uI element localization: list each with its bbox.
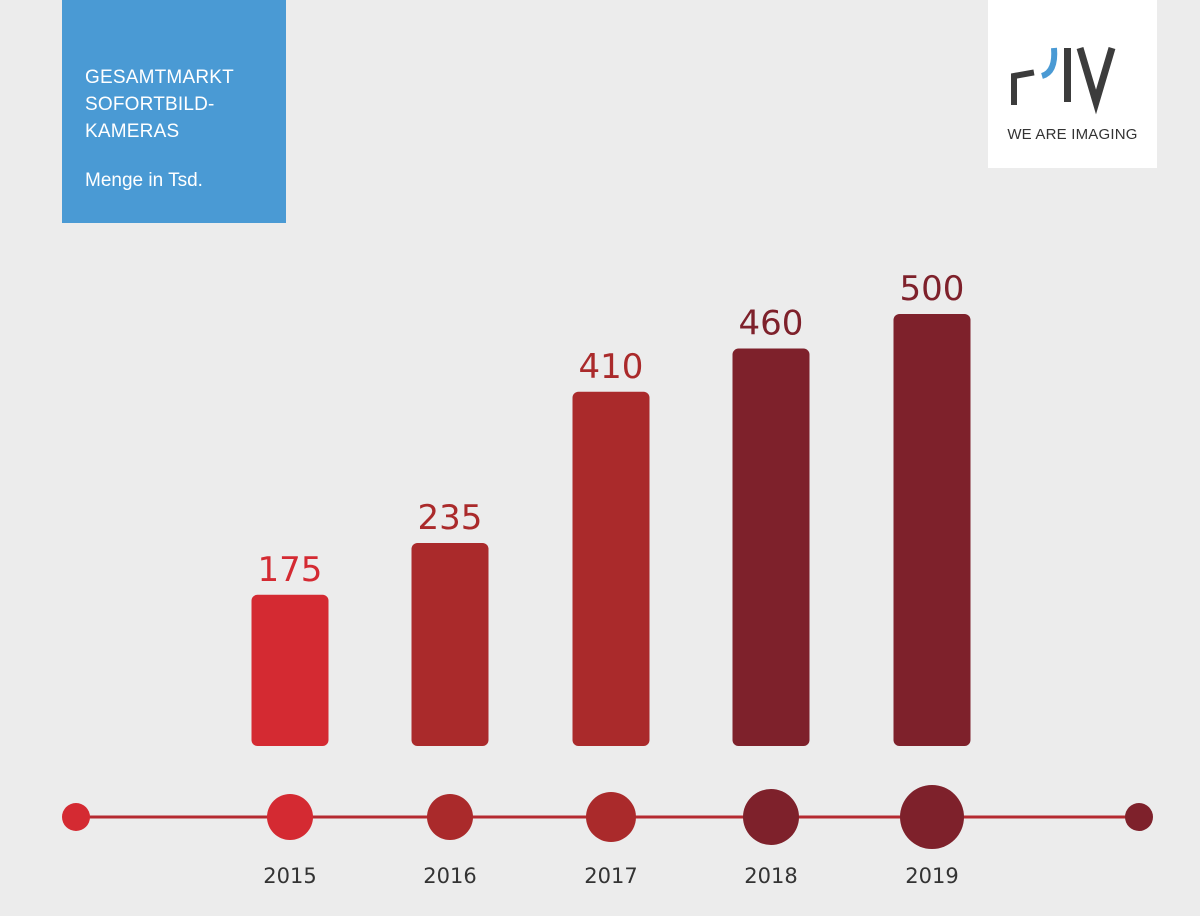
bar-2015 xyxy=(251,594,329,746)
bar-2016 xyxy=(411,542,489,746)
value-label-2018: 460 xyxy=(739,304,804,344)
timeline-start-dot xyxy=(62,803,90,831)
piv-logo-icon xyxy=(1011,47,1116,115)
value-label-2019: 500 xyxy=(900,269,965,309)
timeline-marker-2016 xyxy=(427,794,473,840)
year-label-2017: 2017 xyxy=(584,864,637,888)
timeline-end-dot xyxy=(1125,803,1153,831)
bar-2017 xyxy=(572,391,650,746)
chart-title-box: GESAMTMARKT SOFORTBILD- KAMERAS Menge in… xyxy=(62,0,286,223)
year-label-2015: 2015 xyxy=(263,864,316,888)
year-label-2018: 2018 xyxy=(744,864,797,888)
timeline-marker-2019 xyxy=(900,785,964,849)
chart-title: GESAMTMARKT SOFORTBILD- KAMERAS xyxy=(85,67,234,142)
value-label-2015: 175 xyxy=(258,550,323,590)
bar-2019 xyxy=(893,314,971,746)
logo-tagline: WE ARE IMAGING xyxy=(1007,126,1138,143)
value-label-2016: 235 xyxy=(418,498,483,538)
logo-box: WE ARE IMAGING xyxy=(988,0,1157,168)
timeline-marker-2018 xyxy=(743,789,799,845)
timeline-marker-2015 xyxy=(267,794,313,840)
value-labels: 175 235 410 460 500 xyxy=(258,269,965,590)
bars xyxy=(251,314,971,746)
chart-subtitle: Menge in Tsd. xyxy=(85,170,203,191)
value-label-2017: 410 xyxy=(579,347,644,387)
timeline-marker-2017 xyxy=(586,792,636,842)
timeline xyxy=(62,785,1153,849)
year-labels: 2015 2016 2017 2018 2019 xyxy=(263,864,958,888)
year-label-2016: 2016 xyxy=(423,864,476,888)
bar-2018 xyxy=(732,348,810,746)
year-label-2019: 2019 xyxy=(905,864,958,888)
